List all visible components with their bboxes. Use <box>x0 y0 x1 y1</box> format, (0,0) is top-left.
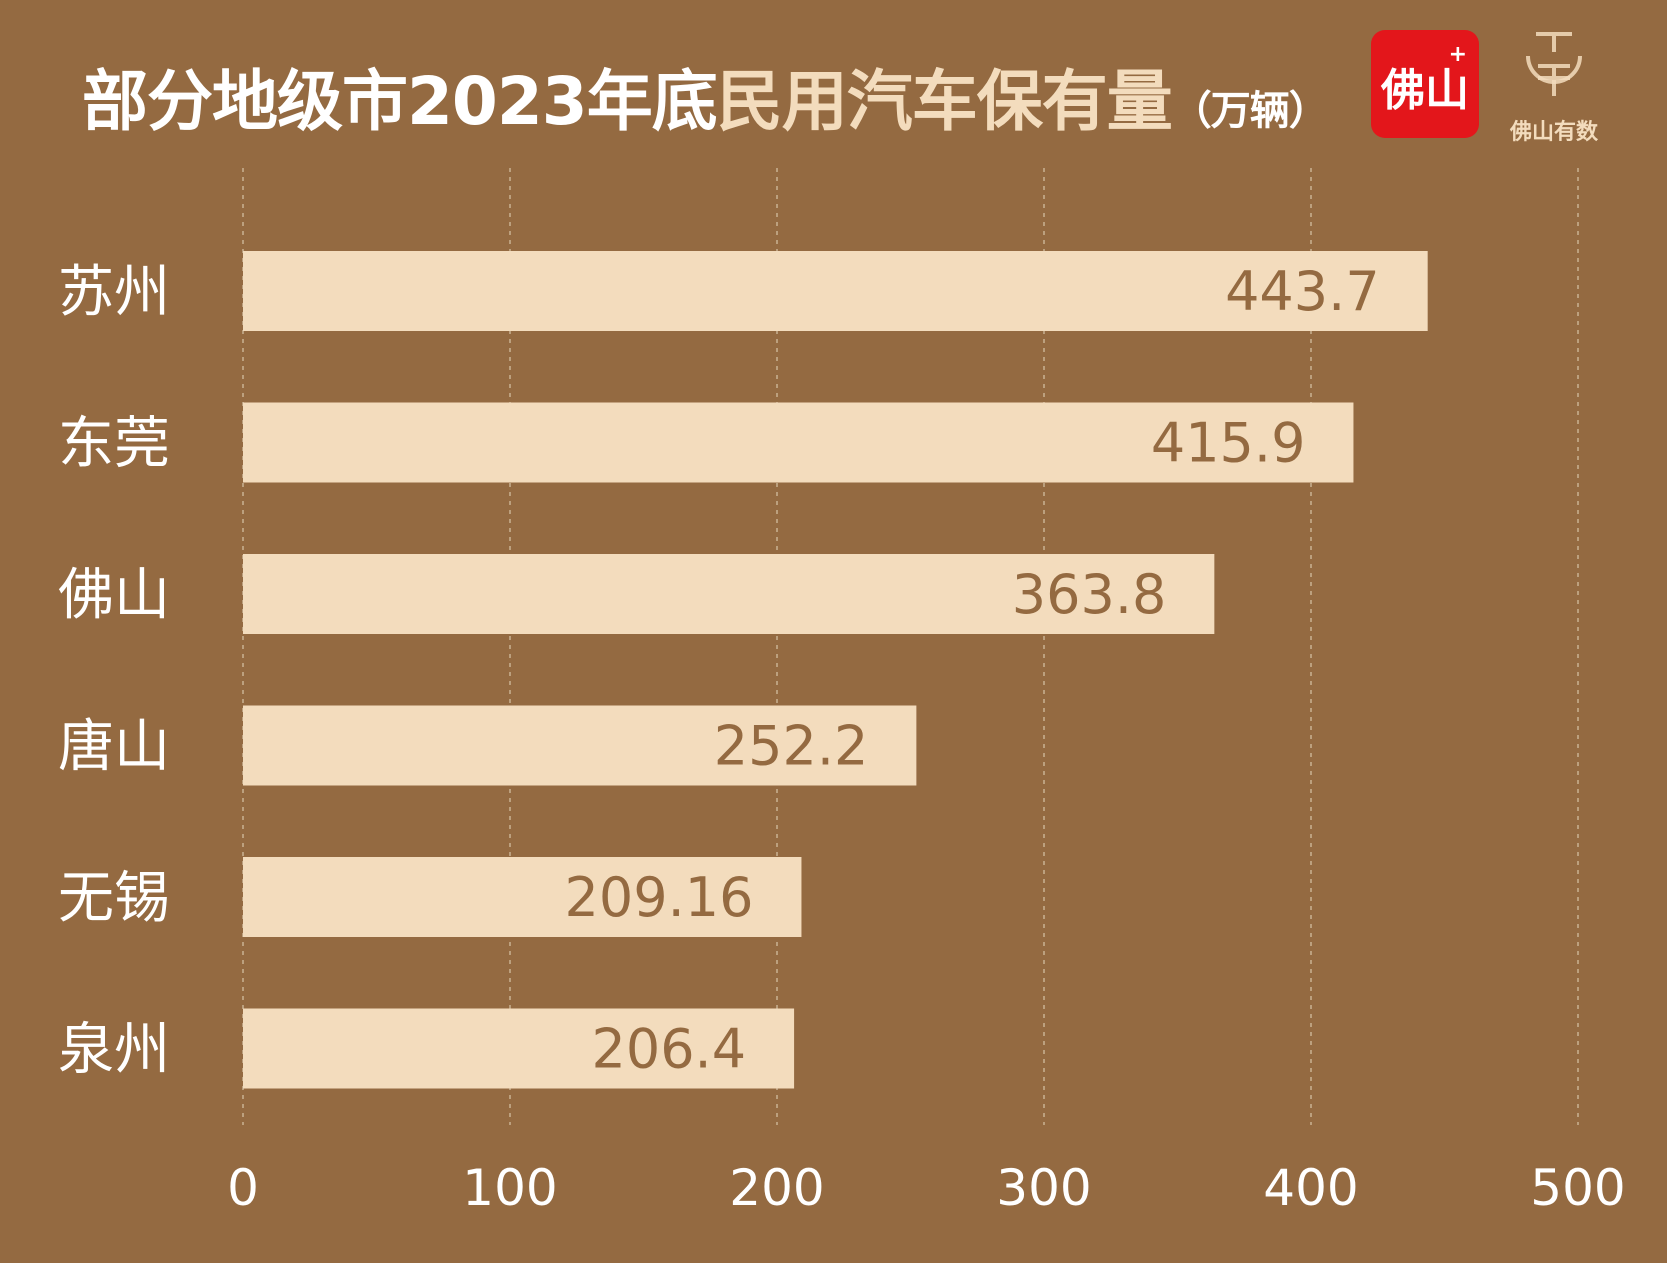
category-label: 苏州 <box>58 260 170 325</box>
brand-emblem-icon <box>1526 32 1582 96</box>
category-label: 无锡 <box>58 866 170 931</box>
category-label: 佛山 <box>58 563 170 628</box>
bar <box>243 857 802 937</box>
title-part1: 部分地级市2023年底 <box>82 63 718 140</box>
bar <box>243 251 1428 331</box>
chart-title: 部分地级市2023年底民用汽车保有量（万辆） <box>82 48 1329 144</box>
x-tick-label: 200 <box>729 1159 824 1217</box>
category-label: 泉州 <box>58 1018 170 1083</box>
bar-layer <box>243 251 1428 1089</box>
foshan-plus-logo-text: 佛山 <box>1381 65 1469 116</box>
title-part2: 民用汽车保有量 <box>716 63 1173 140</box>
x-tick-label: 500 <box>1530 1159 1625 1217</box>
plus-icon: + <box>1448 42 1467 67</box>
brand-text: 佛山有数 <box>1509 120 1598 145</box>
value-label: 443.7 <box>1225 260 1380 323</box>
value-label: 363.8 <box>1012 563 1167 626</box>
bar <box>243 705 917 786</box>
foshan-data-logo: 佛山有数 <box>1498 26 1610 146</box>
bar <box>243 402 1354 483</box>
value-label: 206.4 <box>591 1018 746 1081</box>
x-axis-ticks: 0 100 200 300 400 500 <box>227 1159 1626 1217</box>
category-label: 东莞 <box>58 412 170 477</box>
title-unit: （万辆） <box>1171 88 1329 134</box>
foshan-plus-logo: 佛山 + <box>1371 30 1479 138</box>
label-layer: 苏州 443.7 东莞 415.9 佛山 363.8 唐山 252.2 无锡 209.16 泉州 20… <box>58 260 1380 1083</box>
category-label: 唐山 <box>58 715 170 780</box>
value-label: 415.9 <box>1151 412 1306 475</box>
bar <box>243 1008 795 1089</box>
value-label: 252.2 <box>714 715 869 778</box>
x-tick-label: 0 <box>227 1159 259 1217</box>
x-tick-label: 300 <box>996 1159 1091 1217</box>
bar <box>243 554 1215 634</box>
value-label: 209.16 <box>565 866 754 929</box>
x-tick-label: 400 <box>1263 1159 1358 1217</box>
x-tick-label: 100 <box>462 1159 557 1217</box>
grid-layer <box>242 168 1579 1125</box>
